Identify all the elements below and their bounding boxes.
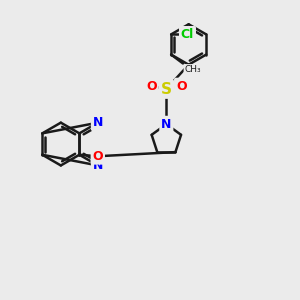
Text: Cl: Cl (181, 28, 194, 41)
Text: O: O (92, 150, 103, 163)
Text: N: N (93, 159, 103, 172)
Text: N: N (93, 116, 103, 129)
Text: CH₃: CH₃ (184, 65, 201, 74)
Text: S: S (161, 82, 172, 97)
Text: O: O (146, 80, 157, 93)
Text: N: N (161, 118, 172, 130)
Text: O: O (176, 80, 187, 93)
